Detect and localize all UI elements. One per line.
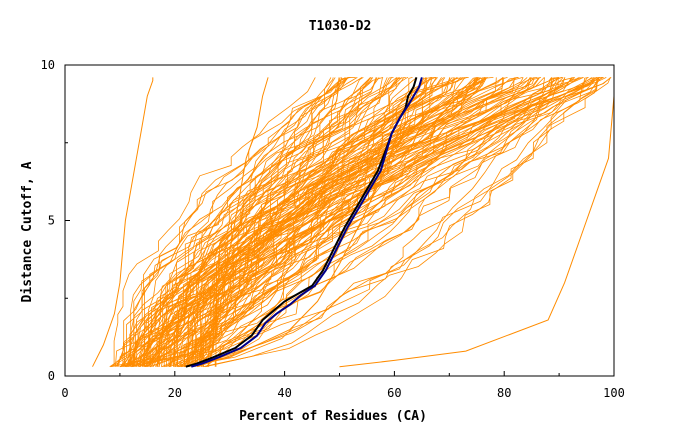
model-curve: [129, 77, 351, 367]
x-tick-label: 0: [61, 386, 68, 400]
model-curve: [196, 77, 611, 368]
reference-curve: [185, 77, 417, 368]
model-curve: [161, 77, 398, 368]
x-tick-label: 100: [603, 386, 625, 400]
model-curve: [158, 77, 588, 367]
reference-curves: [92, 77, 615, 368]
model-curve: [174, 77, 505, 367]
model-curve: [110, 77, 334, 367]
model-curve: [152, 77, 489, 367]
highlighted-curves: [185, 77, 423, 368]
model-curve: [137, 77, 464, 367]
model-curve: [132, 77, 575, 368]
model-curve: [156, 77, 358, 367]
y-axis-label: Distance Cutoff, A: [20, 161, 35, 302]
model-curve: [113, 77, 316, 367]
model-curve: [162, 77, 480, 368]
model-curve: [180, 77, 371, 367]
highlight-curve: [191, 77, 423, 368]
reference-curve: [92, 77, 154, 367]
x-axis-ticks: 0 20 40 60 80 100: [61, 371, 625, 400]
model-curve: [193, 77, 372, 367]
model-curve: [126, 77, 598, 368]
model-curve: [174, 77, 409, 367]
x-tick-label: 80: [497, 386, 511, 400]
model-curve: [138, 77, 600, 368]
model-curve: [116, 77, 469, 367]
model-curve: [183, 77, 611, 368]
model-curve: [122, 77, 487, 367]
model-curve: [146, 77, 575, 367]
model-curves: [109, 77, 612, 368]
model-curve: [134, 77, 479, 367]
model-curve: [150, 77, 363, 367]
model-curve: [161, 77, 603, 367]
model-curve: [134, 77, 541, 367]
model-curve: [201, 77, 476, 367]
reference-curve: [339, 77, 615, 368]
model-curve: [119, 77, 481, 368]
y-tick-label: 0: [48, 369, 55, 383]
y-tick-label: 5: [48, 214, 55, 228]
model-curve: [179, 77, 600, 368]
x-axis-label: Percent of Residues (CA): [239, 409, 427, 424]
model-curve: [189, 77, 545, 367]
model-curve: [152, 77, 545, 367]
model-curve: [174, 77, 517, 368]
model-curve: [196, 77, 393, 367]
model-curve: [180, 77, 372, 367]
model-curve: [173, 77, 600, 367]
model-curve: [186, 77, 374, 367]
model-curve: [181, 77, 593, 368]
chart-title: T1030-D2: [309, 19, 372, 34]
model-curve: [183, 77, 428, 367]
model-curve: [125, 77, 377, 367]
y-axis-ticks: 0 5 10: [41, 58, 70, 383]
model-curve: [205, 77, 604, 368]
x-tick-label: 40: [277, 386, 291, 400]
model-curve: [192, 77, 431, 368]
x-tick-label: 60: [387, 386, 401, 400]
model-curve: [127, 77, 406, 367]
x-tick-label: 20: [168, 386, 182, 400]
model-curve: [190, 77, 336, 367]
model-curve: [119, 77, 612, 368]
model-curve: [130, 77, 486, 367]
reference-curve: [207, 77, 269, 367]
model-curve: [164, 77, 559, 368]
model-curve: [215, 77, 524, 367]
model-curve: [132, 77, 504, 367]
model-curve: [188, 77, 380, 367]
model-curve: [110, 77, 446, 368]
model-curve: [145, 77, 486, 368]
y-tick-label: 10: [41, 58, 55, 72]
model-curve: [193, 77, 601, 367]
